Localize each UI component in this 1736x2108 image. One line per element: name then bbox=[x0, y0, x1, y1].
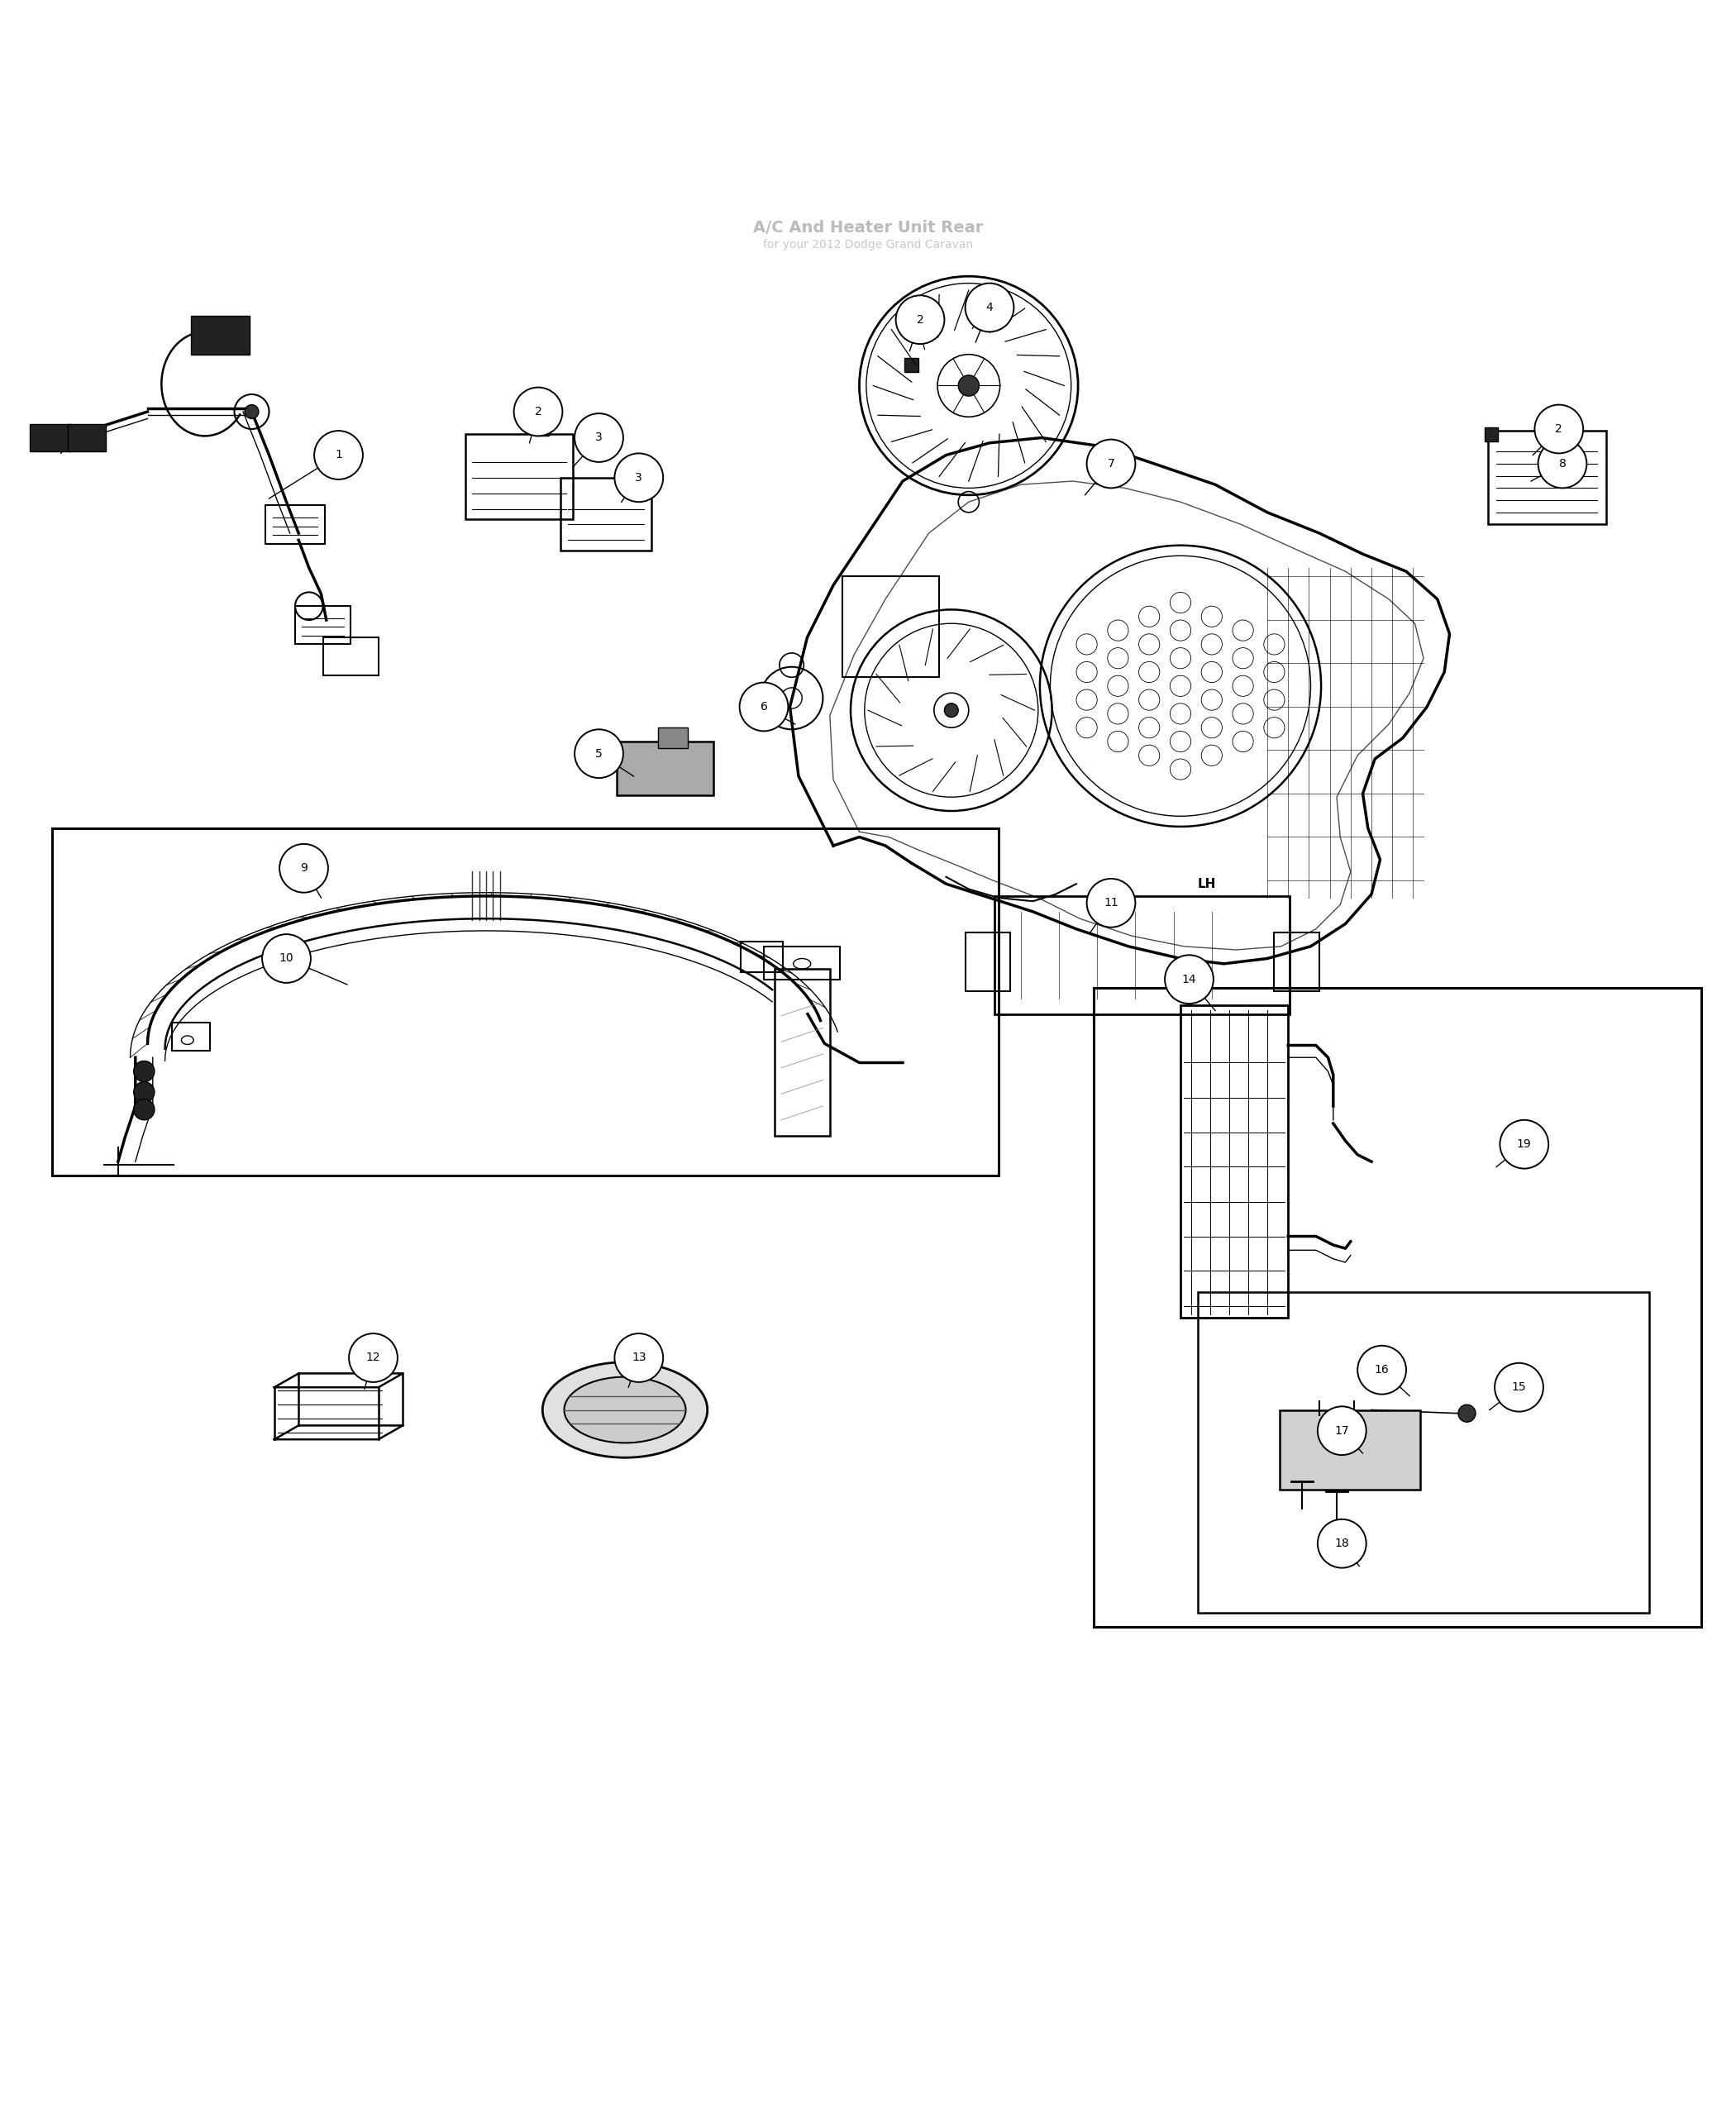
Circle shape bbox=[575, 729, 623, 778]
Circle shape bbox=[740, 683, 788, 731]
Text: 5: 5 bbox=[595, 748, 602, 759]
Text: 3: 3 bbox=[635, 472, 642, 483]
Text: 7: 7 bbox=[1108, 457, 1115, 470]
Circle shape bbox=[965, 282, 1014, 331]
Text: for your 2012 Dodge Grand Caravan: for your 2012 Dodge Grand Caravan bbox=[762, 238, 974, 251]
Ellipse shape bbox=[542, 1362, 708, 1457]
Bar bbox=[1094, 989, 1701, 1627]
Text: 2: 2 bbox=[535, 407, 542, 417]
Text: 2: 2 bbox=[1555, 424, 1562, 434]
Text: 2: 2 bbox=[917, 314, 924, 325]
FancyBboxPatch shape bbox=[30, 424, 71, 451]
Text: LH: LH bbox=[1198, 877, 1215, 890]
Circle shape bbox=[1087, 879, 1135, 928]
Text: 19: 19 bbox=[1517, 1138, 1531, 1151]
Circle shape bbox=[1495, 1364, 1543, 1412]
Bar bbox=[1484, 428, 1498, 441]
Text: A/C And Heater Unit Rear: A/C And Heater Unit Rear bbox=[753, 219, 983, 236]
FancyBboxPatch shape bbox=[191, 316, 250, 354]
Text: 4: 4 bbox=[986, 301, 993, 314]
Circle shape bbox=[615, 1334, 663, 1383]
Circle shape bbox=[314, 430, 363, 479]
Text: 12: 12 bbox=[366, 1351, 380, 1364]
Circle shape bbox=[1500, 1119, 1549, 1168]
Bar bbox=[1198, 1292, 1649, 1613]
Circle shape bbox=[1535, 405, 1583, 453]
Text: 17: 17 bbox=[1335, 1425, 1349, 1436]
Ellipse shape bbox=[564, 1377, 686, 1442]
Circle shape bbox=[134, 1081, 155, 1102]
Text: 18: 18 bbox=[1335, 1537, 1349, 1549]
Text: 1: 1 bbox=[335, 449, 342, 462]
Text: 11: 11 bbox=[1104, 898, 1118, 909]
FancyBboxPatch shape bbox=[616, 742, 713, 795]
Circle shape bbox=[896, 295, 944, 344]
Text: 13: 13 bbox=[632, 1351, 646, 1364]
Circle shape bbox=[1165, 955, 1213, 1003]
Text: 6: 6 bbox=[760, 702, 767, 713]
Bar bbox=[904, 358, 918, 371]
Text: 3: 3 bbox=[595, 432, 602, 443]
Circle shape bbox=[1318, 1406, 1366, 1455]
Circle shape bbox=[279, 843, 328, 892]
Circle shape bbox=[1538, 438, 1587, 489]
Circle shape bbox=[245, 405, 259, 419]
Circle shape bbox=[1358, 1345, 1406, 1393]
Text: 8: 8 bbox=[1559, 457, 1566, 470]
Circle shape bbox=[958, 375, 979, 396]
Circle shape bbox=[615, 453, 663, 502]
Circle shape bbox=[1458, 1404, 1476, 1423]
Circle shape bbox=[262, 934, 311, 982]
Circle shape bbox=[134, 1098, 155, 1119]
Bar bbox=[535, 422, 549, 436]
Text: 15: 15 bbox=[1512, 1381, 1526, 1393]
Circle shape bbox=[134, 1060, 155, 1081]
Circle shape bbox=[349, 1334, 398, 1383]
Text: 10: 10 bbox=[279, 953, 293, 963]
Text: 9: 9 bbox=[300, 862, 307, 875]
Circle shape bbox=[1318, 1520, 1366, 1568]
Text: 14: 14 bbox=[1182, 974, 1196, 984]
FancyBboxPatch shape bbox=[68, 424, 106, 451]
Circle shape bbox=[1087, 438, 1135, 489]
Bar bbox=[52, 828, 998, 1176]
Circle shape bbox=[944, 704, 958, 717]
Circle shape bbox=[514, 388, 562, 436]
Circle shape bbox=[575, 413, 623, 462]
FancyBboxPatch shape bbox=[1279, 1410, 1420, 1490]
FancyBboxPatch shape bbox=[658, 727, 687, 748]
Text: 16: 16 bbox=[1375, 1364, 1389, 1377]
Bar bbox=[1180, 1006, 1288, 1318]
